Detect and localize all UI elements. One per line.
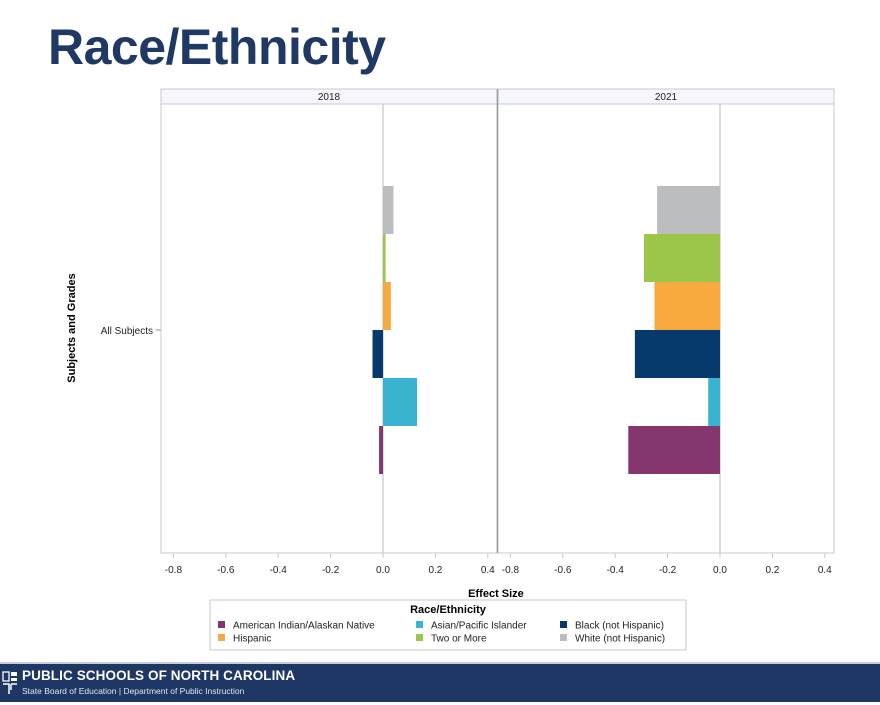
- nc-dpi-logo-icon: [2, 671, 17, 694]
- x-tick-label-2021: -0.6: [554, 565, 572, 576]
- panel-frame-2018: [160, 103, 498, 554]
- x-tick-label-2021: 0.4: [818, 565, 832, 576]
- x-tick-label-2018: -0.8: [165, 565, 183, 576]
- legend-swatch-asian-pacific-islander: [416, 621, 423, 628]
- x-tick-label-2021: -0.4: [607, 565, 625, 576]
- legend-label: White (not Hispanic): [575, 634, 665, 645]
- footer-subtitle: State Board of Education | Department of…: [22, 686, 245, 696]
- legend-label: Black (not Hispanic): [575, 621, 664, 632]
- legend-swatch-two-or-more: [416, 634, 423, 641]
- bar-2018-asian-pacific-islander: [383, 378, 418, 426]
- panel-label-2021: 2021: [655, 92, 678, 103]
- bar-2021-black-not-hispanic-: [634, 330, 720, 378]
- x-tick-label-2018: -0.6: [217, 565, 235, 576]
- x-tick-label-2018: 0.4: [481, 565, 495, 576]
- x-axis-title: Effect Size: [468, 588, 524, 600]
- effect-size-chart: Subjects and Grades All Subjects 2018 -0.8 -…: [66, 88, 835, 651]
- bar-2018-white-not-hispanic-: [383, 186, 394, 234]
- legend-box: [209, 599, 687, 651]
- x-tick-label-2018: 0.0: [376, 565, 390, 576]
- legend-label: Two or More: [431, 634, 487, 645]
- legend-label: Asian/Pacific Islander: [431, 621, 527, 632]
- bar-2018-two-or-more: [383, 234, 386, 282]
- x-tick-label-2018: -0.4: [270, 565, 288, 576]
- footer-banner: PUBLIC SCHOOLS OF NORTH CAROLINA State B…: [0, 662, 880, 702]
- bar-2018-american-indian-alaskan-native: [379, 426, 383, 474]
- x-tick-label-2021: 0.2: [765, 565, 779, 576]
- x-tick-label-2018: 0.2: [428, 565, 442, 576]
- x-tick-label-2021: -0.2: [659, 565, 677, 576]
- footer-organization: PUBLIC SCHOOLS OF NORTH CAROLINA: [22, 668, 296, 683]
- slide-title: Race/Ethnicity: [48, 19, 386, 75]
- bar-2021-asian-pacific-islander: [708, 378, 720, 426]
- legend-label: Hispanic: [233, 634, 271, 645]
- y-axis-title: Subjects and Grades: [66, 273, 78, 382]
- legend-swatch-black-not-hispanic-: [560, 621, 567, 628]
- legend-swatch-american-indian-alaskan-native: [218, 621, 225, 628]
- bar-2021-hispanic: [654, 282, 720, 330]
- bar-2018-hispanic: [383, 282, 391, 330]
- bar-2021-american-indian-alaskan-native: [628, 426, 720, 474]
- bar-2018-black-not-hispanic-: [372, 330, 383, 378]
- legend-swatch-white-not-hispanic-: [560, 634, 567, 641]
- bar-2021-white-not-hispanic-: [657, 186, 720, 234]
- legend-title: Race/Ethnicity: [410, 604, 487, 616]
- x-tick-label-2018: -0.2: [322, 565, 340, 576]
- x-tick-label-2021: -0.8: [502, 565, 520, 576]
- legend-swatch-hispanic: [218, 634, 225, 641]
- legend-label: American Indian/Alaskan Native: [233, 621, 375, 632]
- x-tick-label-2021: 0.0: [713, 565, 727, 576]
- bar-2021-two-or-more: [644, 234, 720, 282]
- y-tick-label-all-subjects: All Subjects: [101, 326, 153, 337]
- panel-label-2018: 2018: [318, 92, 341, 103]
